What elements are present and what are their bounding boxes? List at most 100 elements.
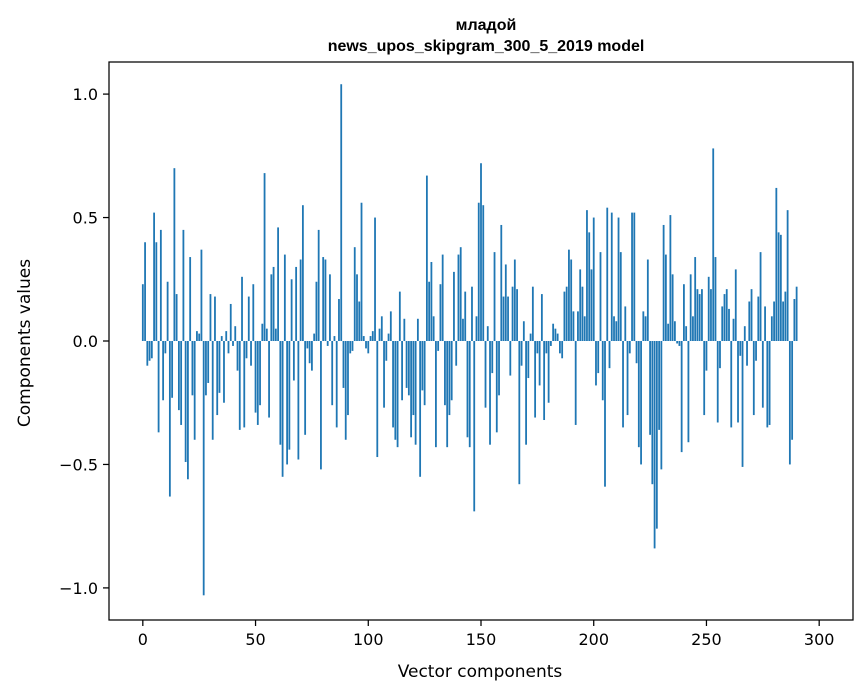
bar <box>175 294 178 341</box>
bar <box>187 341 189 480</box>
bar <box>714 257 717 341</box>
bar <box>306 341 309 349</box>
bar <box>392 341 394 428</box>
x-axis: 0 50 100 150 200 250 300 <box>138 620 834 649</box>
bar <box>529 333 532 341</box>
bar <box>157 341 160 433</box>
bar <box>159 229 162 341</box>
chart-subtitle: news_upos_skipgram_300_5_2019 model <box>328 38 645 55</box>
bar <box>252 284 255 341</box>
bar <box>525 341 527 445</box>
x-tick-label: 50 <box>245 630 265 649</box>
bar <box>628 341 631 354</box>
bar <box>288 341 291 450</box>
bar <box>559 341 561 354</box>
bar <box>236 341 239 371</box>
bar <box>764 306 766 341</box>
bar <box>583 316 586 341</box>
bar <box>297 341 300 460</box>
bar <box>324 259 327 341</box>
bar <box>768 341 771 425</box>
bar <box>376 341 379 458</box>
bar <box>173 168 176 341</box>
bar <box>227 341 230 354</box>
bar <box>710 289 712 341</box>
bar <box>211 341 214 440</box>
bar <box>243 341 246 428</box>
bar <box>637 341 640 448</box>
bar <box>471 286 473 341</box>
bar <box>250 341 252 366</box>
bar <box>144 242 146 341</box>
bar <box>626 341 629 416</box>
bar <box>200 249 203 341</box>
bar <box>685 326 688 341</box>
bar <box>590 269 593 341</box>
bar <box>419 341 422 477</box>
bar <box>775 187 778 341</box>
bar <box>777 232 780 341</box>
bar <box>723 294 726 341</box>
bar <box>216 341 219 416</box>
bar <box>166 281 169 341</box>
bar <box>640 341 642 465</box>
bar <box>430 261 433 341</box>
bar <box>741 341 744 467</box>
bar <box>441 254 444 341</box>
bar <box>403 318 406 341</box>
bar <box>369 336 372 341</box>
bar <box>225 331 228 341</box>
bar <box>761 341 764 408</box>
bar <box>380 316 383 341</box>
bar <box>788 341 791 465</box>
x-tick-label: 150 <box>466 630 497 649</box>
bar <box>304 341 307 435</box>
bar <box>371 331 374 341</box>
bar <box>495 341 498 433</box>
bar <box>752 341 755 416</box>
bar <box>383 341 385 408</box>
bar <box>574 341 577 425</box>
bar <box>784 291 787 341</box>
bar <box>360 202 363 341</box>
bar <box>504 264 507 341</box>
bar <box>518 341 521 485</box>
bar <box>389 311 392 341</box>
bar <box>367 341 370 354</box>
bar <box>351 341 354 351</box>
bar <box>633 212 636 341</box>
bar <box>595 341 597 386</box>
bar <box>162 341 165 401</box>
bar <box>410 341 413 438</box>
bar <box>568 249 570 341</box>
bar <box>421 341 424 391</box>
bar <box>795 286 798 341</box>
bar <box>755 341 757 361</box>
bar <box>748 301 751 341</box>
bar <box>331 341 334 406</box>
bar <box>358 301 361 341</box>
bar <box>168 341 171 497</box>
bar <box>635 341 638 364</box>
bar <box>311 341 313 371</box>
bar <box>786 210 789 341</box>
bar <box>308 341 311 364</box>
bar <box>734 269 737 341</box>
bar <box>342 341 345 388</box>
bar <box>473 341 476 512</box>
bar <box>241 276 243 341</box>
bar <box>757 296 760 341</box>
y-tick-label: 0.0 <box>73 332 98 351</box>
bar <box>462 318 464 341</box>
bar <box>716 341 719 423</box>
bar <box>313 333 316 341</box>
bar <box>247 296 250 341</box>
bar <box>270 274 273 341</box>
bar <box>347 341 349 416</box>
bar <box>234 326 237 341</box>
bar <box>223 341 225 403</box>
bar <box>608 341 611 369</box>
bar <box>214 296 216 341</box>
bar <box>766 341 769 428</box>
bar <box>396 341 399 448</box>
